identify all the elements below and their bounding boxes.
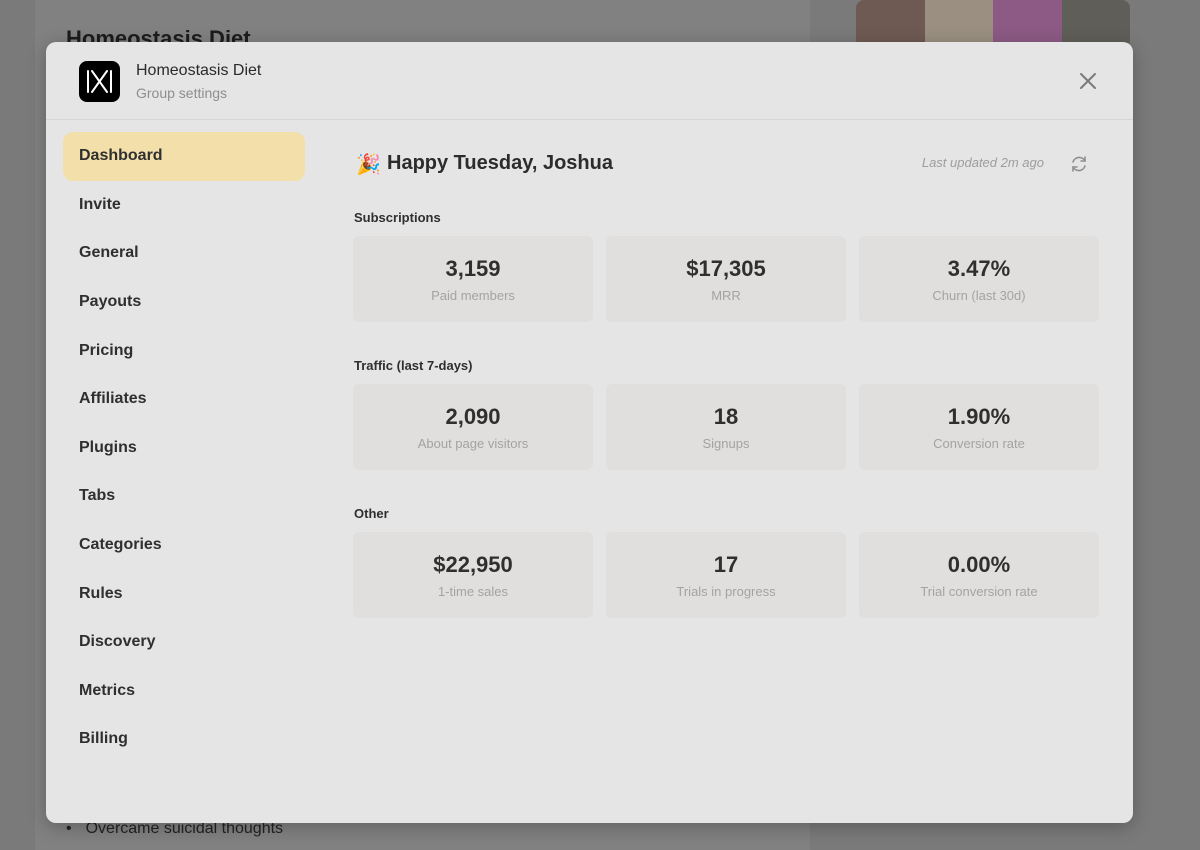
group-logo xyxy=(79,61,120,102)
party-popper-icon: 🎉 xyxy=(356,154,381,176)
modal-header: Homeostasis Diet Group settings xyxy=(46,42,1133,120)
sidebar-item-affiliates[interactable]: Affiliates xyxy=(79,390,147,408)
sidebar-item-tabs[interactable]: Tabs xyxy=(79,487,116,505)
last-updated-text: Last updated 2m ago xyxy=(921,155,1044,170)
metric-label: Trial conversion rate xyxy=(920,584,1038,599)
sidebar-item-discovery[interactable]: Discovery xyxy=(79,633,156,651)
metric-label: 1-time sales xyxy=(437,584,509,599)
sidebar-item-dashboard[interactable]: Dashboard xyxy=(63,132,305,181)
background-photo-strip xyxy=(856,0,1130,48)
metric-label: MRR xyxy=(711,288,741,303)
sidebar-item-rules[interactable]: Rules xyxy=(79,584,123,602)
settings-sidebar: Dashboard Invite General Payouts Pricing… xyxy=(63,132,305,764)
metric-card-about-page-visitors: 2,090 About page visitors xyxy=(353,384,593,470)
metric-label: Churn (last 30d) xyxy=(932,288,1026,303)
close-icon[interactable] xyxy=(1076,69,1100,93)
sidebar-item-pricing[interactable]: Pricing xyxy=(79,341,134,359)
metric-label: Trials in progress xyxy=(676,584,776,599)
sidebar-item-metrics[interactable]: Metrics xyxy=(79,681,136,699)
metric-label: About page visitors xyxy=(417,436,529,451)
metric-value: $22,950 xyxy=(433,552,513,577)
background-bullet-item: Overcame suicidal thoughts xyxy=(66,820,283,838)
sidebar-item-invite[interactable]: Invite xyxy=(79,195,121,213)
metric-card-conversion-rate: 1.90% Conversion rate xyxy=(859,384,1099,470)
section-label-traffic: Traffic (last 7-days) xyxy=(354,358,473,373)
background-photo xyxy=(924,0,993,48)
modal-subtitle: Group settings xyxy=(136,85,228,101)
metric-card-paid-members: 3,159 Paid members xyxy=(353,236,593,322)
metric-card-one-time-sales: $22,950 1-time sales xyxy=(353,532,593,618)
sidebar-item-plugins[interactable]: Plugins xyxy=(79,438,137,456)
greeting-heading: Happy Tuesday, Joshua xyxy=(387,152,613,174)
metric-label: Signups xyxy=(702,436,750,451)
refresh-icon[interactable] xyxy=(1068,153,1090,175)
metric-value: 17 xyxy=(713,552,739,577)
sidebar-item-general[interactable]: General xyxy=(79,244,139,262)
section-label-subscriptions: Subscriptions xyxy=(354,210,441,225)
group-settings-modal: Homeostasis Diet Group settings Dashboar… xyxy=(46,42,1133,823)
metric-value: 3,159 xyxy=(445,256,501,281)
metric-card-mrr: $17,305 MRR xyxy=(606,236,846,322)
background-photo xyxy=(993,0,1062,48)
metric-value: 2,090 xyxy=(445,404,501,429)
metric-card-churn: 3.47% Churn (last 30d) xyxy=(859,236,1099,322)
metric-value: 0.00% xyxy=(947,552,1011,577)
metric-label: Conversion rate xyxy=(933,436,1025,451)
metric-value: 1.90% xyxy=(947,404,1011,429)
metric-value: 3.47% xyxy=(947,256,1011,281)
modal-title: Homeostasis Diet xyxy=(136,62,262,79)
metric-card-trial-conversion-rate: 0.00% Trial conversion rate xyxy=(859,532,1099,618)
metric-value: $17,305 xyxy=(686,256,766,281)
sidebar-item-categories[interactable]: Categories xyxy=(79,536,162,554)
sidebar-item-billing[interactable]: Billing xyxy=(79,730,128,748)
group-logo-mark xyxy=(87,70,112,93)
sidebar-item-payouts[interactable]: Payouts xyxy=(79,293,142,311)
background-photo xyxy=(1061,0,1130,48)
background-photo xyxy=(856,0,925,48)
metric-value: 18 xyxy=(713,404,739,429)
metric-card-signups: 18 Signups xyxy=(606,384,846,470)
section-label-other: Other xyxy=(354,506,389,521)
metric-label: Paid members xyxy=(431,288,515,303)
metric-card-trials-in-progress: 17 Trials in progress xyxy=(606,532,846,618)
